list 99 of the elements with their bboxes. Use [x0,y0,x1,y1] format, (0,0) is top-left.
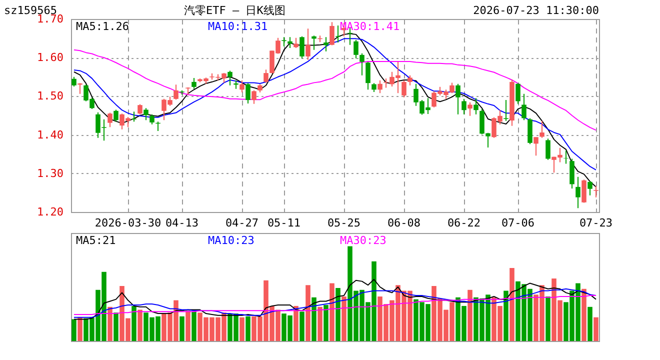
bar [78,317,82,341]
bar [336,288,340,341]
y-tick-label: 1.50 [37,90,64,103]
y-tick-label: 1.20 [37,206,64,218]
text: 2026-07-23 11:30:00 [473,4,599,17]
bar [588,306,592,341]
bar [192,312,196,341]
bar [132,306,136,341]
bar [510,268,514,341]
x-tick-label: 06-08 [387,216,421,230]
candlestick [366,61,370,90]
candlestick [282,36,286,47]
candlestick [108,112,112,128]
bar [318,306,322,341]
candlestick [564,150,568,164]
candlestick [582,179,586,204]
candlestick [72,76,76,88]
text: MA5:21 [76,234,116,247]
bar [306,285,310,341]
text: MA30:23 [340,234,386,247]
y-tick-label: 1.40 [37,128,64,142]
candlestick [408,74,412,86]
x-tick-label: 05-25 [327,216,361,230]
candlestick [288,36,292,48]
candlestick [534,136,538,156]
x-tick-label: 06-22 [447,216,481,230]
candlestick [480,108,484,135]
x-tick-label: 05-11 [267,216,301,230]
bar [180,316,184,341]
line-series [74,49,596,131]
bar [114,312,118,341]
candlestick [114,109,118,122]
candlestick [252,90,256,104]
bar [582,288,586,341]
bar [546,296,550,341]
candlestick [462,98,466,115]
candlestick [546,138,550,160]
text: MA10:1.31 [208,20,268,33]
x-tick-label: 07-23 [579,216,613,230]
candlestick [294,37,298,48]
candlestick [504,100,508,122]
candlestick [174,84,178,100]
bar [186,310,190,341]
bar [342,296,346,341]
candlestick [576,176,580,209]
candlestick [588,180,592,196]
bar [246,316,250,341]
candlestick [192,78,196,90]
candlestick [522,93,526,121]
candlestick [528,118,532,145]
bar [324,305,328,341]
candlestick [456,83,460,115]
candlestick [300,36,304,59]
candlestick [594,186,598,198]
text: MA10:23 [208,234,254,247]
candlestick [228,70,232,86]
bar [468,290,472,341]
bar [72,319,76,341]
candlestick [246,82,250,104]
candlestick [78,82,82,94]
candlestick [240,80,244,93]
y-tick-label: 1.70 [37,12,64,26]
candlestick [486,132,490,148]
candlestick [540,120,544,138]
bar [300,312,304,341]
candlestick [378,80,382,94]
candlestick [354,39,358,59]
candlestick [132,111,136,122]
candlestick [150,114,154,125]
candlestick [138,104,142,115]
x-tick-label: 04-13 [165,216,199,230]
candlestick [516,82,520,104]
bar [504,290,508,341]
x-tick-label: 04-27 [225,216,259,230]
bar [312,297,316,341]
bar [294,306,298,341]
bar [240,317,244,341]
candlestick [402,80,406,98]
candlestick [336,25,340,44]
x-tick-label: 07-06 [501,216,535,230]
candlestick [474,98,478,115]
candlestick [570,158,574,189]
candlestick [144,108,148,121]
candlestick [306,28,310,60]
y-tick-label: 1.30 [37,166,64,180]
candlestick [324,36,328,52]
text: MA5:1.26 [76,20,129,33]
bar [330,283,334,341]
candlestick [330,22,334,46]
y-tick-label: 1.60 [37,51,64,64]
bar [108,306,112,341]
chart-title: 汽零ETF — 日K线图 [184,4,286,17]
candlestick [468,102,472,116]
bar [138,310,142,341]
candlestick [312,35,316,50]
candlestick [360,52,364,76]
x-tick-label: 2026-03-30 [94,216,162,230]
bar [594,317,598,341]
candlestick [264,69,268,84]
